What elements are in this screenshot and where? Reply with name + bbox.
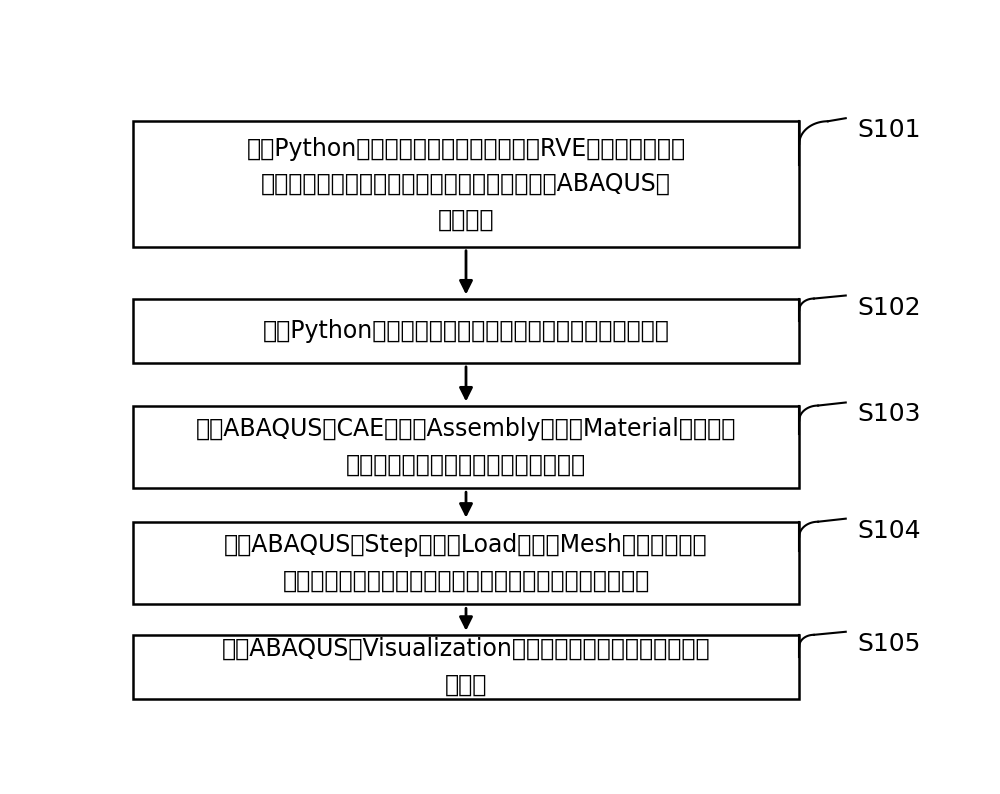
Bar: [133, 121, 799, 247]
Bar: [133, 406, 799, 488]
Text: S101: S101: [857, 118, 921, 142]
Text: S104: S104: [857, 518, 921, 542]
Text: S105: S105: [857, 632, 921, 656]
Bar: [133, 522, 799, 604]
Text: 利用ABAQUS的Step模块、Load模块和Mesh模块分别实现
稳态传热分析步的创立、温度边界条件的施加和网格的划分: 利用ABAQUS的Step模块、Load模块和Mesh模块分别实现 稳态传热分析…: [224, 534, 708, 592]
Text: S103: S103: [857, 403, 921, 426]
Text: 利用Python语言编程实现各部件的装配和装配体的随机分布: 利用Python语言编程实现各部件的装配和装配体的随机分布: [263, 318, 669, 343]
Text: 利用ABAQUS的CAE界面的Assembly模块、Material模块实现
装配体的合并切割以构建整体材料模型: 利用ABAQUS的CAE界面的Assembly模块、Material模块实现 装…: [196, 417, 736, 476]
Bar: [133, 299, 799, 363]
Text: 利用Python语言编程计算特定边长的基体RVE模型、特定体积
分数与特定粒径下的球形填料粒子的个数，并在ABAQUS中
创建模型: 利用Python语言编程计算特定边长的基体RVE模型、特定体积 分数与特定粒径下…: [246, 137, 686, 231]
Text: S102: S102: [857, 295, 921, 319]
Bar: [133, 635, 799, 699]
Text: 利用ABAQUS的Visualization模块实现复合材料总体导热系数
的计算: 利用ABAQUS的Visualization模块实现复合材料总体导热系数 的计算: [222, 638, 710, 696]
